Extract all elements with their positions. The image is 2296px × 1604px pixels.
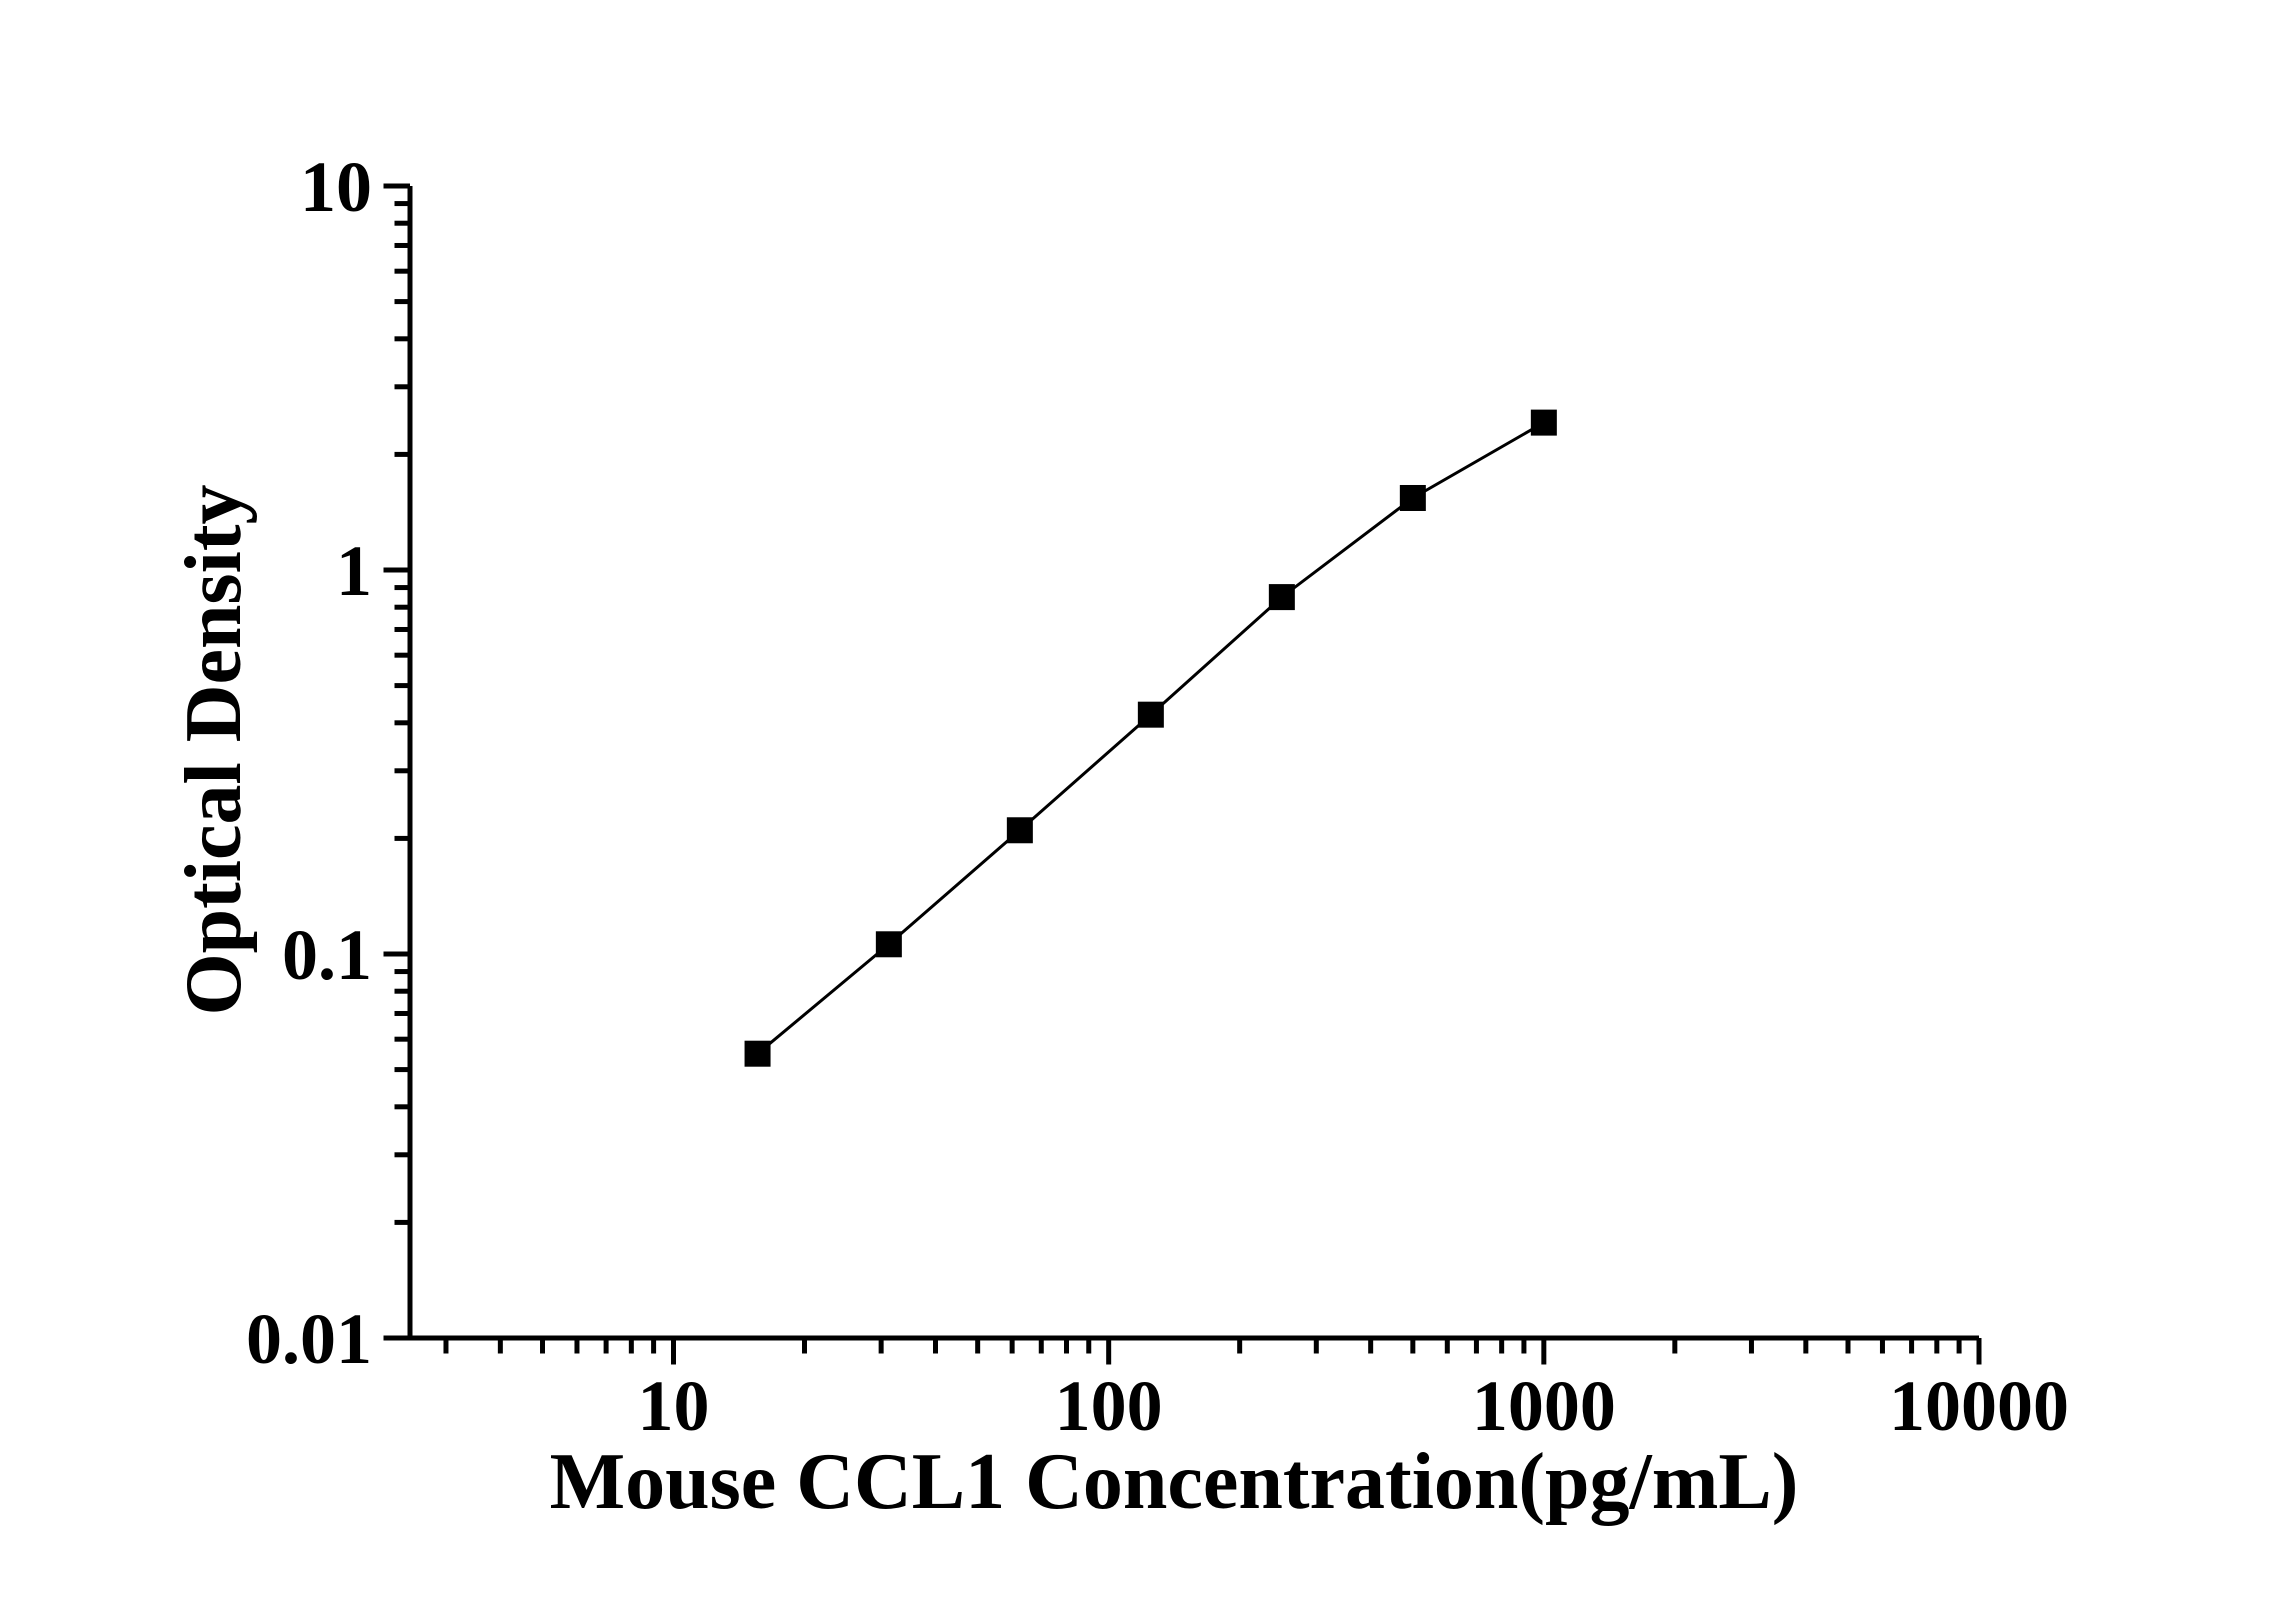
y-tick-label-0.1: 0.1: [282, 915, 372, 995]
data-point-marker: [744, 1040, 771, 1067]
data-point-marker: [1399, 484, 1426, 511]
data-point-marker: [1268, 584, 1295, 611]
x-tick-label-1000: 1000: [1472, 1366, 1616, 1446]
y-axis-title: Optical Density: [170, 484, 258, 1015]
data-series: [744, 409, 1557, 1067]
y-tick-label-0.01: 0.01: [246, 1299, 372, 1379]
y-tick-label-1: 1: [336, 531, 372, 611]
x-axis-title: Mouse CCL1 Concentration(pg/mL): [550, 1438, 1799, 1526]
tick-marks: [383, 183, 1982, 1365]
x-tick-label-10: 10: [638, 1366, 710, 1446]
axis-lines: [407, 186, 1979, 1341]
data-point-marker: [1006, 817, 1033, 844]
tick-labels: 10 100 1000 10000 10 1 0.1 0.01: [246, 147, 2069, 1446]
axes: [407, 186, 1979, 1341]
x-tick-label-10000: 10000: [1889, 1366, 2069, 1446]
data-point-marker: [1530, 409, 1557, 436]
x-tick-label-100: 100: [1055, 1366, 1163, 1446]
y-tick-label-10: 10: [300, 147, 372, 227]
series-line: [756, 421, 1545, 1055]
data-point-marker: [875, 931, 902, 958]
data-point-marker: [1137, 701, 1164, 728]
